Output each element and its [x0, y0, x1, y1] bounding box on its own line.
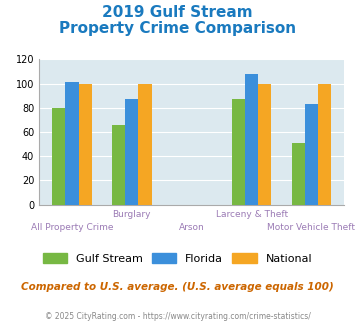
Text: Motor Vehicle Theft: Motor Vehicle Theft	[267, 223, 355, 232]
Text: Larceny & Theft: Larceny & Theft	[215, 210, 288, 218]
Text: Burglary: Burglary	[113, 210, 151, 218]
Text: All Property Crime: All Property Crime	[31, 223, 113, 232]
Text: Arson: Arson	[179, 223, 204, 232]
Bar	[125, 99, 138, 205]
Bar	[305, 104, 318, 205]
Bar	[292, 143, 305, 205]
Bar	[258, 83, 271, 205]
Text: Compared to U.S. average. (U.S. average equals 100): Compared to U.S. average. (U.S. average …	[21, 282, 334, 292]
Bar	[65, 82, 78, 205]
Bar	[112, 125, 125, 205]
Text: Property Crime Comparison: Property Crime Comparison	[59, 21, 296, 36]
Bar	[52, 108, 65, 205]
Bar	[78, 83, 92, 205]
Text: 2019 Gulf Stream: 2019 Gulf Stream	[102, 5, 253, 20]
Bar	[138, 83, 152, 205]
Bar	[245, 74, 258, 205]
Bar	[318, 83, 331, 205]
Text: © 2025 CityRating.com - https://www.cityrating.com/crime-statistics/: © 2025 CityRating.com - https://www.city…	[45, 312, 310, 321]
Bar	[232, 99, 245, 205]
Legend: Gulf Stream, Florida, National: Gulf Stream, Florida, National	[38, 248, 317, 268]
